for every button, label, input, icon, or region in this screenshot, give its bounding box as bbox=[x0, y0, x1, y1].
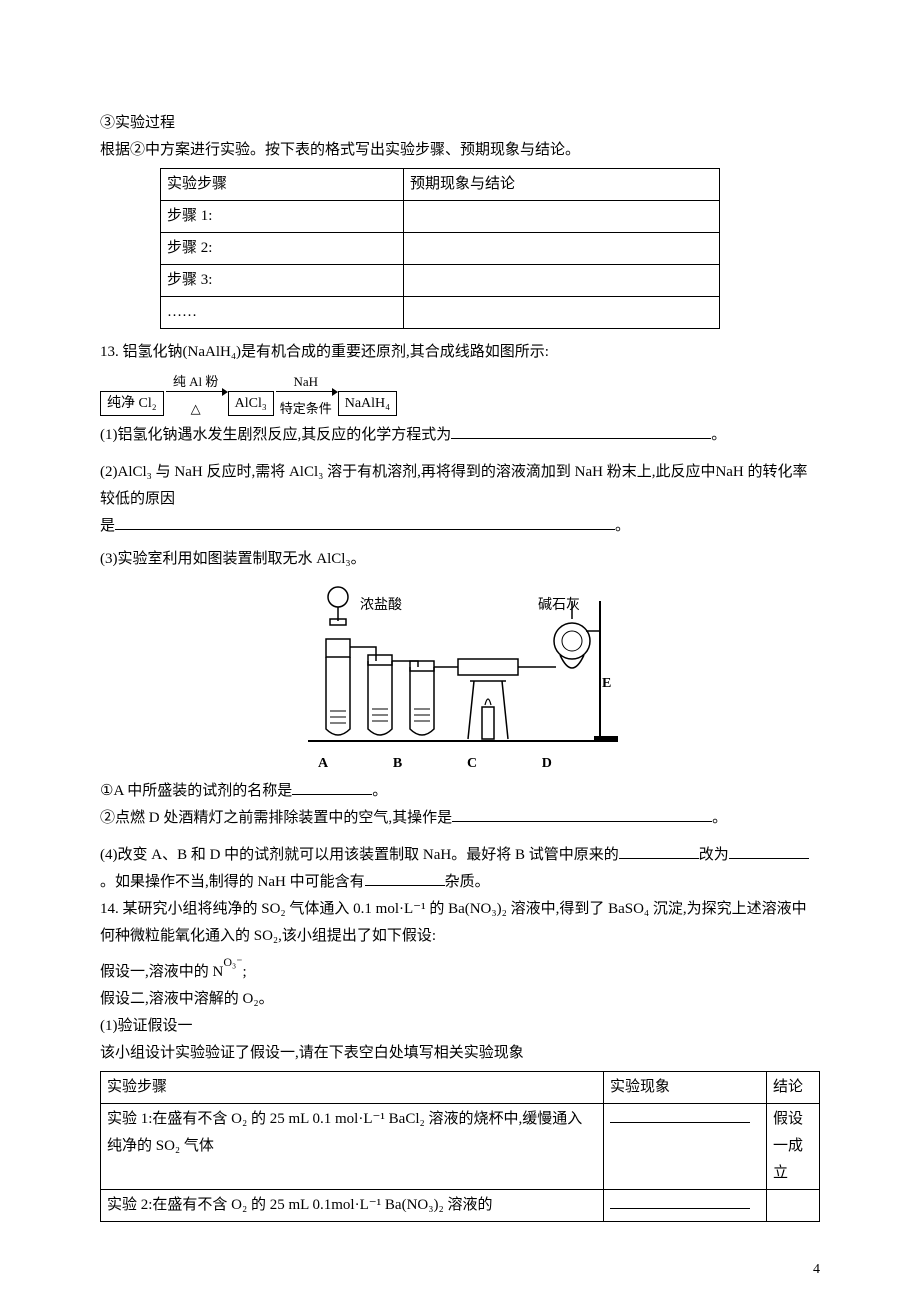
blank-answer bbox=[619, 843, 699, 859]
label-a: A bbox=[318, 751, 328, 776]
q14-part1-desc: 该小组设计实验验证了假设一,请在下表空白处填写相关实验现象 bbox=[100, 1040, 820, 1067]
blank-answer bbox=[365, 870, 445, 886]
result-cell bbox=[404, 265, 720, 297]
exp2-step: 实验 2:在盛有不含 O₂ 的 25 mL 0.1mol·L⁻¹ Ba(NO₃)… bbox=[101, 1190, 604, 1222]
heading-3: ③实验过程 bbox=[100, 110, 820, 137]
table-row: 实验 2:在盛有不含 O₂ 的 25 mL 0.1mol·L⁻¹ Ba(NO₃)… bbox=[101, 1190, 820, 1222]
apparatus-diagram: 浓盐酸 bbox=[280, 581, 640, 776]
blank-answer bbox=[610, 1193, 750, 1209]
blank-answer bbox=[292, 779, 372, 795]
steps-table: 实验步骤 预期现象与结论 步骤 1: 步骤 2: 步骤 3: …… bbox=[160, 168, 720, 329]
label-b: B bbox=[393, 751, 402, 776]
exp2-conclusion bbox=[767, 1190, 820, 1222]
flow-arrow-1: 纯 Al 粉 △ bbox=[166, 374, 226, 416]
blank-answer bbox=[451, 423, 711, 439]
table-row: 步骤 3: bbox=[161, 265, 720, 297]
result-cell bbox=[404, 297, 720, 329]
blank-answer bbox=[610, 1107, 750, 1123]
q14-part1: (1)验证假设一 bbox=[100, 1013, 820, 1040]
page-number: 4 bbox=[813, 1257, 820, 1282]
col-header-step: 实验步骤 bbox=[101, 1072, 604, 1104]
blank-answer bbox=[452, 806, 712, 822]
blank-answer bbox=[115, 514, 615, 530]
table-header-row: 实验步骤 实验现象 结论 bbox=[101, 1072, 820, 1104]
step-cell: 步骤 1: bbox=[161, 201, 404, 233]
step-cell: 步骤 2: bbox=[161, 233, 404, 265]
section-experiment-process: ③实验过程 根据②中方案进行实验。按下表的格式写出实验步骤、预期现象与结论。 实… bbox=[100, 110, 820, 329]
q14-stem: 14. 某研究小组将纯净的 SO₂ 气体通入 0.1 mol·L⁻¹ 的 Ba(… bbox=[100, 896, 820, 950]
q13-part2: (2)AlCl₃ 与 NaH 反应时,需将 AlCl₃ 溶于有机溶剂,再将得到的… bbox=[100, 459, 820, 540]
label-hcl: 浓盐酸 bbox=[360, 597, 402, 613]
q13-part3: (3)实验室利用如图装置制取无水 AlCl₃。 浓盐酸 bbox=[100, 546, 820, 832]
q13-part1: (1)铝氢化钠遇水发生剧烈反应,其反应的化学方程式为。 bbox=[100, 422, 820, 449]
hypothesis-1: 假设一,溶液中的 NO₃⁻; bbox=[100, 956, 820, 986]
q13-p3-sub2: ②点燃 D 处酒精灯之前需排除装置中的空气,其操作是。 bbox=[100, 805, 820, 832]
q13-p2-text: (2)AlCl₃ 与 NaH 反应时,需将 AlCl₃ 溶于有机溶剂,再将得到的… bbox=[100, 459, 820, 513]
blank-answer bbox=[729, 843, 809, 859]
label-d: D bbox=[542, 751, 552, 776]
col-header-result: 预期现象与结论 bbox=[404, 169, 720, 201]
result-cell bbox=[404, 201, 720, 233]
experiment-table: 实验步骤 实验现象 结论 实验 1:在盛有不含 O₂ 的 25 mL 0.1 m… bbox=[100, 1071, 820, 1222]
hypothesis-2: 假设二,溶液中溶解的 O₂。 bbox=[100, 986, 820, 1013]
apparatus-svg: 浓盐酸 bbox=[280, 581, 640, 751]
page-container: ③实验过程 根据②中方案进行实验。按下表的格式写出实验步骤、预期现象与结论。 实… bbox=[0, 0, 920, 1302]
q13-p3-text: (3)实验室利用如图装置制取无水 AlCl₃。 bbox=[100, 546, 820, 573]
result-cell bbox=[404, 233, 720, 265]
flow-arrow-2: NaH 特定条件 bbox=[276, 374, 336, 416]
question-13: 13. 铝氢化钠(NaAlH₄)是有机合成的重要还原剂,其合成线路如图所示: 纯… bbox=[100, 339, 820, 896]
label-lime: 碱石灰 bbox=[538, 597, 580, 613]
exp2-phenomenon bbox=[604, 1190, 767, 1222]
label-c: C bbox=[467, 751, 477, 776]
q13-p3-sub1: ①A 中所盛装的试剂的名称是。 bbox=[100, 778, 820, 805]
table-row: 步骤 2: bbox=[161, 233, 720, 265]
table-header-row: 实验步骤 预期现象与结论 bbox=[161, 169, 720, 201]
table-row: …… bbox=[161, 297, 720, 329]
exp1-phenomenon bbox=[604, 1104, 767, 1190]
question-14: 14. 某研究小组将纯净的 SO₂ 气体通入 0.1 mol·L⁻¹ 的 Ba(… bbox=[100, 896, 820, 1222]
table-row: 步骤 1: bbox=[161, 201, 720, 233]
apparatus-bottom-labels: A B C D E bbox=[280, 751, 640, 776]
exp1-step: 实验 1:在盛有不含 O₂ 的 25 mL 0.1 mol·L⁻¹ BaCl₂ … bbox=[101, 1104, 604, 1190]
flow-box-naalh4: NaAlH₄ bbox=[338, 391, 397, 417]
col-header-phenomenon: 实验现象 bbox=[604, 1072, 767, 1104]
intro-text: 根据②中方案进行实验。按下表的格式写出实验步骤、预期现象与结论。 bbox=[100, 137, 820, 164]
flow-box-alcl3: AlCl₃ bbox=[228, 391, 274, 417]
exp1-conclusion: 假设一成立 bbox=[767, 1104, 820, 1190]
flow-box-cl2: 纯净 Cl₂ bbox=[100, 391, 164, 417]
q13-part4: (4)改变 A、B 和 D 中的试剂就可以用该装置制取 NaH。最好将 B 试管… bbox=[100, 842, 820, 896]
step-cell: 步骤 3: bbox=[161, 265, 404, 297]
col-header-step: 实验步骤 bbox=[161, 169, 404, 201]
step-cell: …… bbox=[161, 297, 404, 329]
col-header-conclusion: 结论 bbox=[767, 1072, 820, 1104]
svg-text:E: E bbox=[602, 676, 611, 691]
synthesis-flow-diagram: 纯净 Cl₂ 纯 Al 粉 △ AlCl₃ NaH 特定条件 NaAlH₄ bbox=[100, 374, 820, 416]
tube-a bbox=[326, 639, 350, 735]
table-row: 实验 1:在盛有不含 O₂ 的 25 mL 0.1 mol·L⁻¹ BaCl₂ … bbox=[101, 1104, 820, 1190]
q13-stem: 13. 铝氢化钠(NaAlH₄)是有机合成的重要还原剂,其合成线路如图所示: bbox=[100, 339, 820, 366]
